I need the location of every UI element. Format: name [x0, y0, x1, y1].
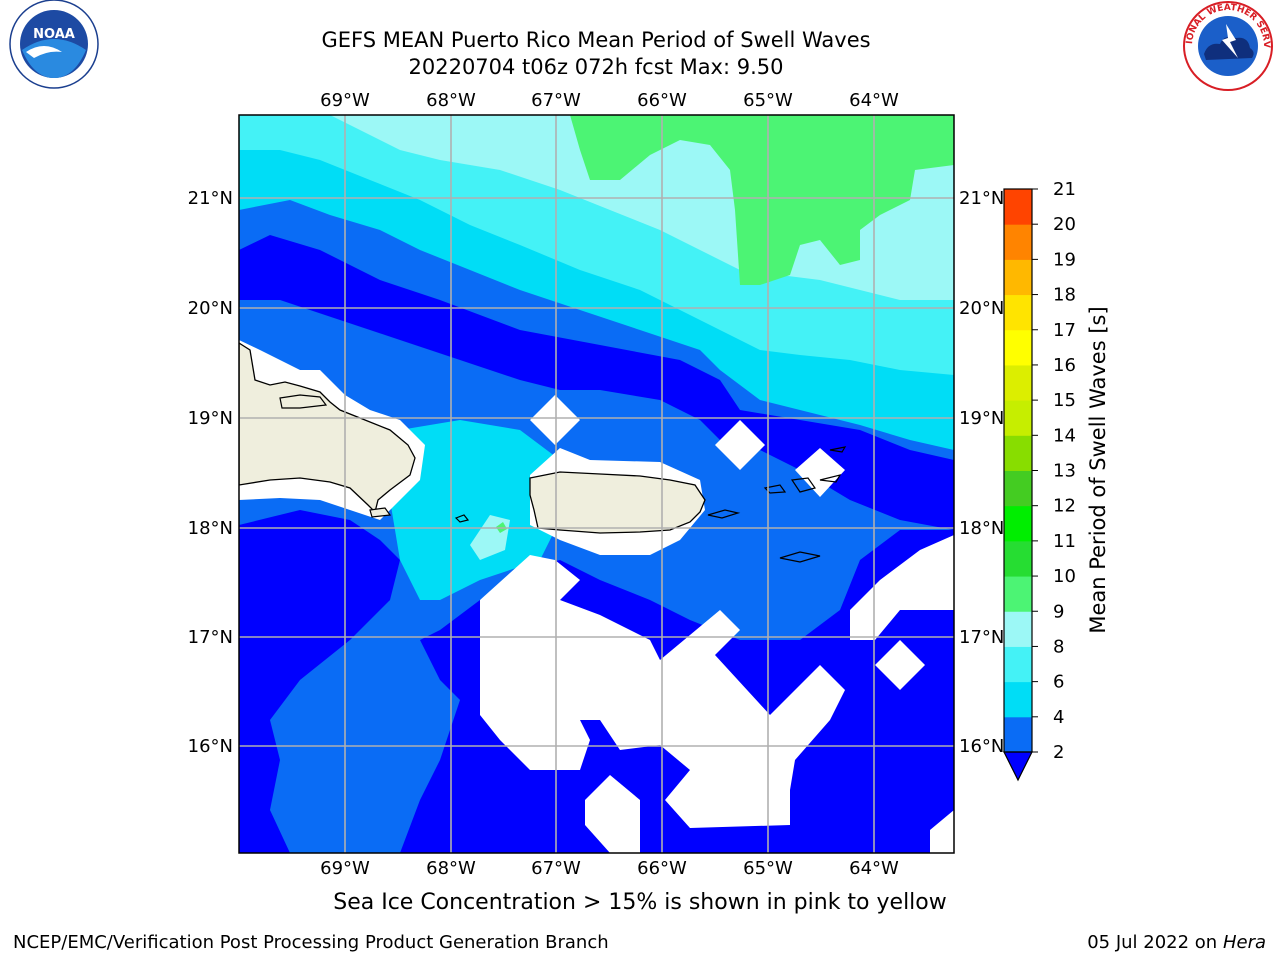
- lat-label-left: 17°N: [188, 627, 233, 648]
- colorbar-tick-label: 13: [1053, 461, 1076, 482]
- footer-credit: NCEP/EMC/Verification Post Processing Pr…: [13, 932, 609, 953]
- lat-label-left: 21°N: [188, 188, 233, 209]
- colorbar-tick-label: 15: [1053, 390, 1076, 411]
- colorbar-tick-label: 18: [1053, 285, 1076, 306]
- land-mona: [454, 514, 470, 523]
- chart-subtitle: 20220704 t06z 072h fcst Max: 9.50: [408, 55, 784, 79]
- chart-title: GEFS MEAN Puerto Rico Mean Period of Swe…: [321, 28, 871, 52]
- footer-date-text: 05 Jul 2022 on: [1087, 932, 1223, 953]
- colorbar-tick-label: 21: [1053, 179, 1076, 200]
- colorbar-extend-arrow: [1003, 751, 1033, 782]
- lon-label-bottom: 68°W: [426, 858, 476, 879]
- colorbar-tick-label: 12: [1053, 496, 1076, 517]
- colorbar-segment: [1004, 435, 1032, 471]
- contour-below-2-south-band: [239, 510, 400, 800]
- land-tortuga: [279, 394, 328, 409]
- colorbar-tick-label: 17: [1053, 320, 1076, 341]
- lon-label-bottom: 67°W: [531, 858, 581, 879]
- lat-label-right: 19°N: [959, 408, 1004, 429]
- lon-label-bottom: 65°W: [743, 858, 793, 879]
- colorbar-segment: [1004, 400, 1032, 436]
- nws-logo: NATIONAL WEATHER SERVICE: [1178, 0, 1273, 91]
- footer-date: 05 Jul 2022 on Hera: [1087, 932, 1266, 953]
- colorbar-segment: [1004, 611, 1032, 647]
- colorbar-tick-label: 16: [1053, 355, 1076, 376]
- lat-label-right: 17°N: [959, 627, 1004, 648]
- colorbar-tick-label: 20: [1053, 214, 1076, 235]
- lon-label-top: 67°W: [531, 90, 581, 111]
- colorbar-tick-label: 9: [1053, 601, 1064, 622]
- colorbar-segment: [1004, 576, 1032, 612]
- colorbar-segment: [1004, 505, 1032, 542]
- colorbar-segment: [1004, 646, 1032, 683]
- colorbar-tick-label: 6: [1053, 672, 1064, 693]
- map-frame: [238, 114, 955, 854]
- colorbar-segment: [1004, 716, 1032, 753]
- land-gonave: [369, 507, 392, 518]
- lat-label-left: 18°N: [188, 518, 233, 539]
- lat-label-left: 16°N: [188, 736, 233, 757]
- lat-label-left: 19°N: [188, 408, 233, 429]
- lon-label-bottom: 66°W: [637, 858, 687, 879]
- contour-9-10: [570, 115, 954, 285]
- colorbar-segment: [1004, 329, 1032, 366]
- gridlines: [239, 115, 954, 853]
- colorbar-segment: [1004, 259, 1032, 296]
- land-hispaniola: [239, 342, 416, 514]
- colorbar-tick-label: 8: [1053, 636, 1064, 657]
- colorbar-tick-label: 4: [1053, 707, 1064, 728]
- colorbar-segment: [1004, 540, 1032, 577]
- contour-field: [239, 115, 954, 853]
- lon-label-top: 66°W: [637, 90, 687, 111]
- lat-label-left: 20°N: [188, 298, 233, 319]
- colorbar-tick-label: 14: [1053, 425, 1076, 446]
- colorbar-segment: [1004, 681, 1032, 718]
- colorbar-tick-label: 11: [1053, 531, 1076, 552]
- colorbar-segment: [1004, 294, 1032, 331]
- lon-label-top: 65°W: [743, 90, 793, 111]
- land-vieques: [707, 509, 741, 519]
- lat-label-right: 18°N: [959, 518, 1004, 539]
- sea-ice-note: Sea Ice Concentration > 15% is shown in …: [333, 890, 947, 915]
- colorbar-tick-label: 10: [1053, 566, 1076, 587]
- colorbar-segment: [1004, 470, 1032, 507]
- colorbar: 2 4 6 8 9 10 11 12 13 14 15 16 17 18 19 20 21: [1003, 179, 1076, 782]
- land-anguilla: [829, 446, 847, 453]
- lon-label-top: 64°W: [849, 90, 899, 111]
- contour-4-6-south: [390, 420, 560, 600]
- colorbar-segment: [1004, 224, 1032, 260]
- lat-label-right: 20°N: [959, 298, 1004, 319]
- colorbar-tick-label: 2: [1053, 742, 1064, 763]
- lon-label-bottom: 69°W: [320, 858, 370, 879]
- colorbar-label: Mean Period of Swell Waves [s]: [1086, 306, 1110, 633]
- lat-label-right: 16°N: [959, 736, 1004, 757]
- land-st-croix: [779, 551, 821, 563]
- noaa-logo-text: NOAA: [33, 27, 75, 42]
- footer-machine: Hera: [1222, 932, 1266, 953]
- lat-label-right: 21°N: [959, 188, 1004, 209]
- colorbar-segment: [1004, 189, 1032, 225]
- noaa-logo: NOAA: [9, 0, 99, 89]
- lon-label-bottom: 64°W: [849, 858, 899, 879]
- colorbar-segment: [1004, 364, 1032, 401]
- lon-label-top: 68°W: [426, 90, 476, 111]
- colorbar-tick-label: 19: [1053, 249, 1076, 270]
- lon-label-top: 69°W: [320, 90, 370, 111]
